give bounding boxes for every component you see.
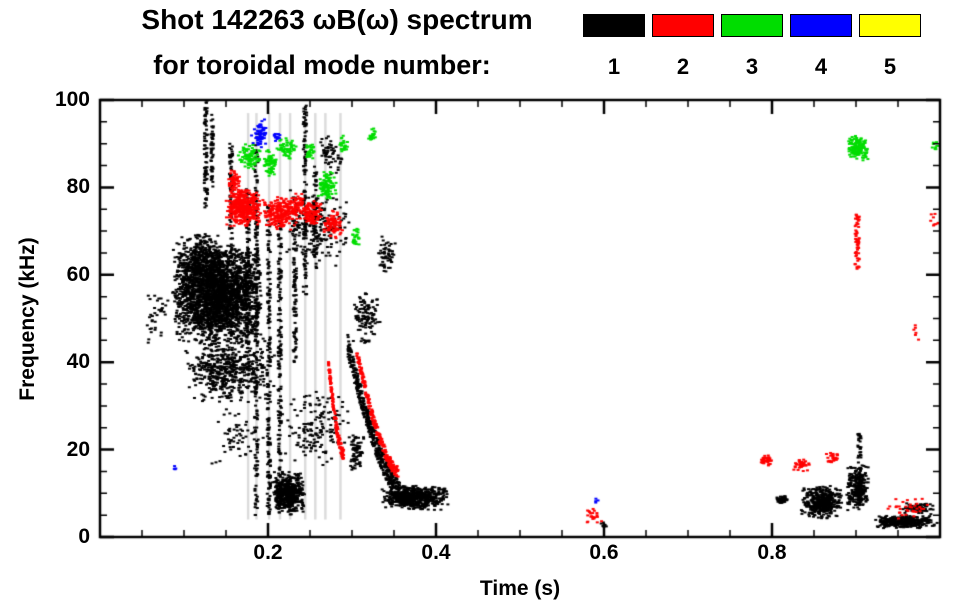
- y-tick-label: 100: [54, 88, 90, 111]
- y-tick-label: 60: [66, 262, 90, 286]
- y-tick-label: 80: [66, 175, 90, 199]
- y-tick-label: 20: [66, 437, 90, 461]
- legend-swatch-mode-3: [721, 14, 783, 37]
- legend-label-mode-3: 3: [745, 54, 759, 79]
- legend-swatch-mode-4: [790, 14, 852, 37]
- x-axis-label: Time (s): [479, 577, 561, 600]
- legend-label-mode-1: 1: [607, 54, 621, 79]
- legend-swatch-mode-2: [652, 14, 714, 37]
- chart-subtitle: for toroidal mode number:: [153, 50, 491, 80]
- legend-label-mode-2: 2: [676, 54, 690, 79]
- y-axis-label: Frequency (kHz): [16, 237, 39, 401]
- legend-label-mode-4: 4: [814, 54, 828, 79]
- legend-label-mode-5: 5: [883, 54, 897, 79]
- x-tick-label: 0.8: [757, 541, 787, 564]
- legend-swatch-mode-5: [859, 14, 921, 37]
- x-tick-label: 0.2: [253, 541, 283, 564]
- x-tick-label: 0.6: [589, 541, 619, 564]
- chart-title: Shot 142263 ωB(ω) spectrum: [141, 4, 533, 35]
- x-tick-label: 0.4: [421, 541, 451, 564]
- y-tick-label: 40: [66, 350, 90, 374]
- legend-swatch-mode-1: [583, 14, 645, 37]
- y-tick-label: 0: [78, 525, 90, 548]
